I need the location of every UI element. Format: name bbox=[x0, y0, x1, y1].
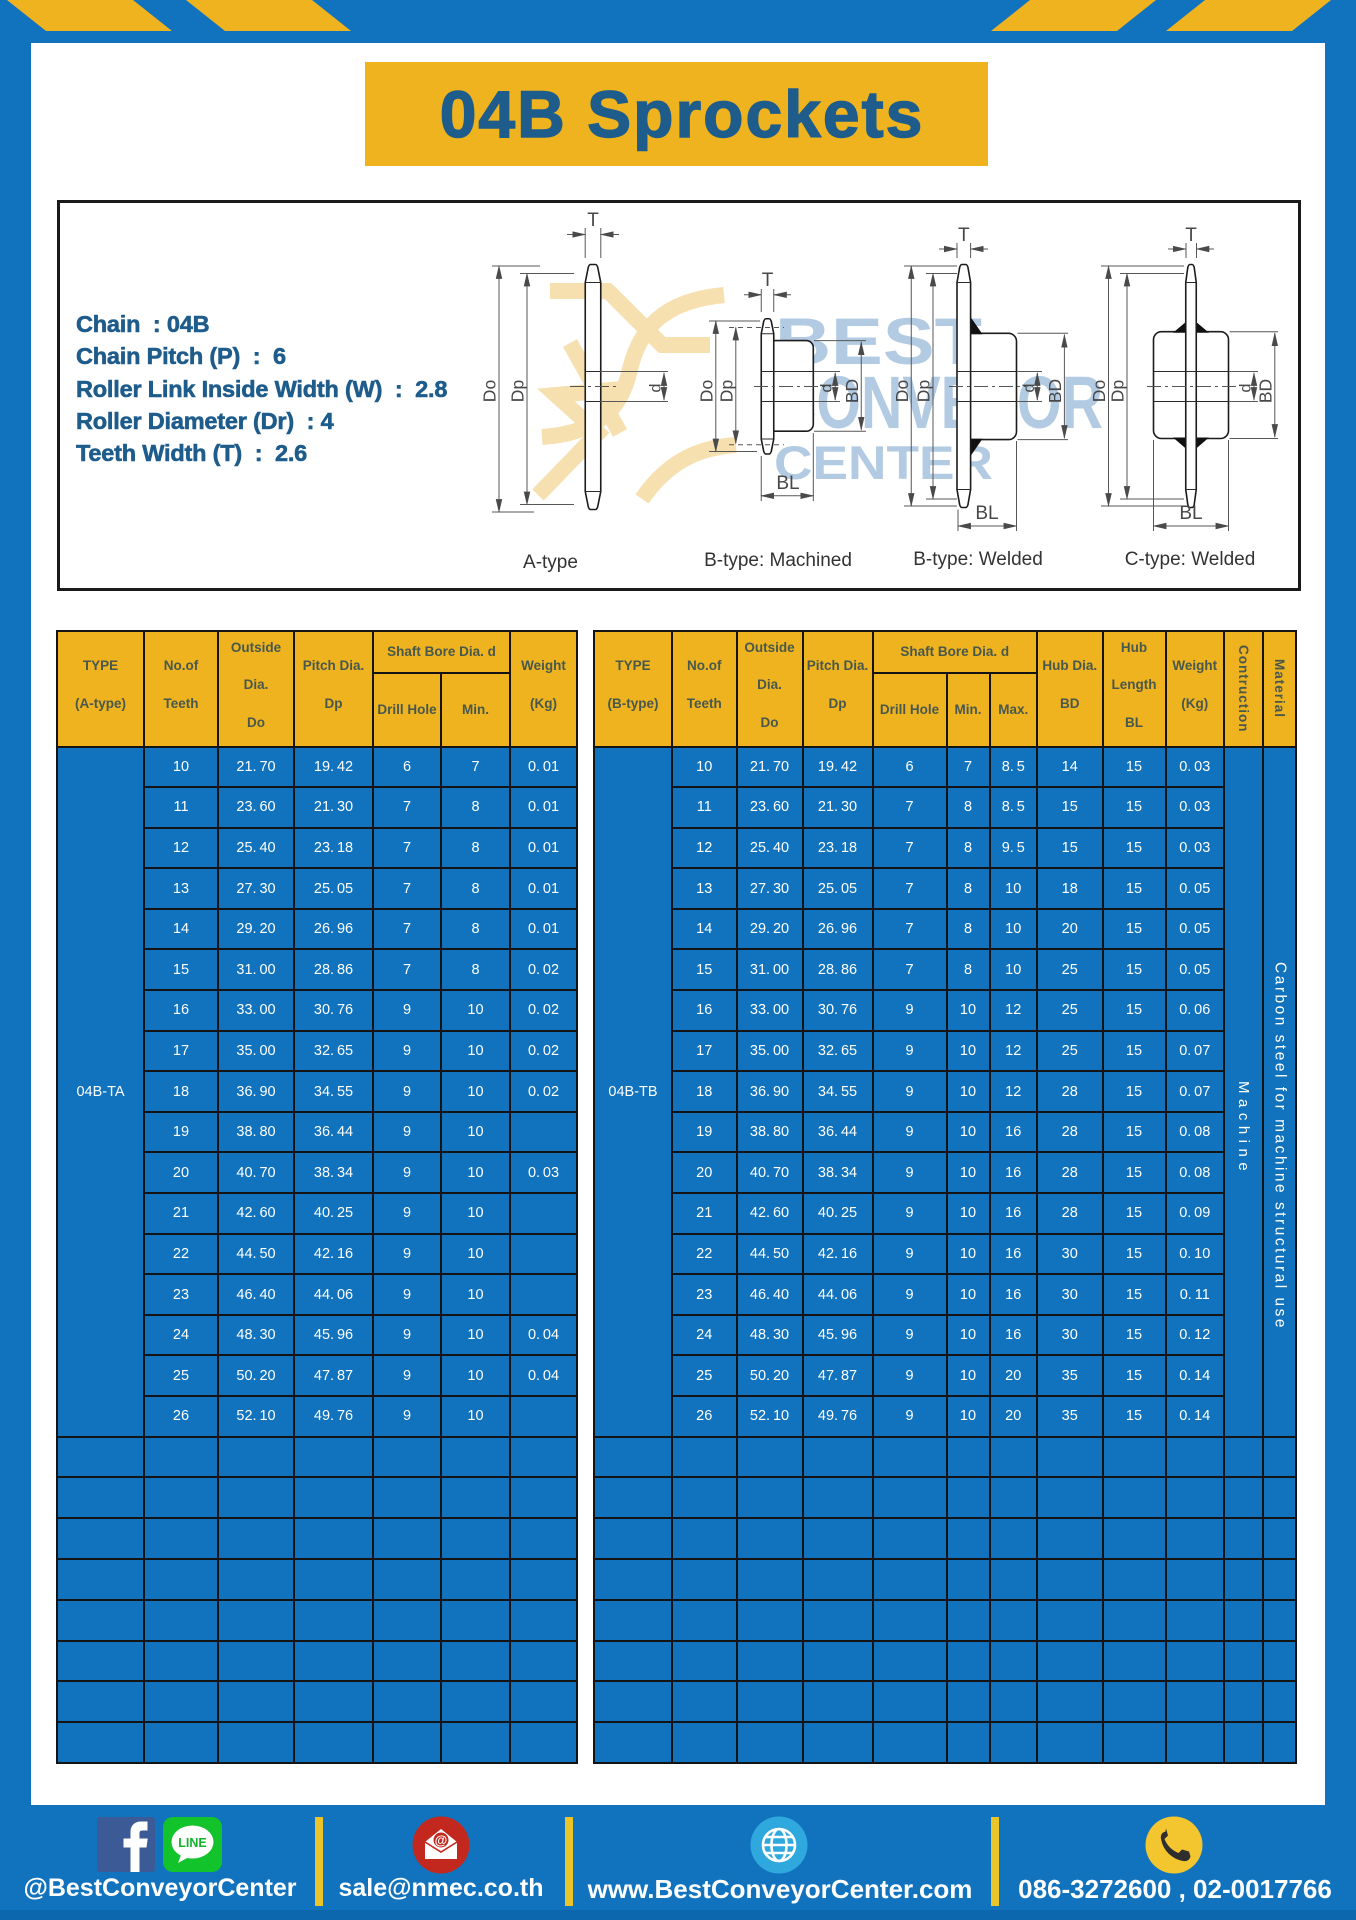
svg-text:B-type: Welded: B-type: Welded bbox=[913, 549, 1043, 570]
svg-text:Dp: Dp bbox=[1108, 380, 1128, 402]
svg-text:Do: Do bbox=[696, 380, 716, 402]
svg-text:BD: BD bbox=[1255, 379, 1275, 403]
svg-text:d: d bbox=[1021, 384, 1038, 393]
svg-text:d: d bbox=[1238, 384, 1255, 393]
svg-text:C-type: Welded: C-type: Welded bbox=[1125, 549, 1256, 570]
svg-text:Do: Do bbox=[892, 380, 912, 402]
svg-text:BD: BD bbox=[1045, 379, 1065, 403]
svg-text:BL: BL bbox=[776, 473, 799, 494]
svg-text:LINE: LINE bbox=[178, 1836, 206, 1850]
svg-text:T: T bbox=[958, 225, 970, 246]
svg-text:A-type: A-type bbox=[523, 552, 578, 573]
svg-text:Do: Do bbox=[1089, 380, 1109, 402]
svg-text:CONVEYOR: CONVEYOR bbox=[775, 361, 1103, 444]
svg-text:@: @ bbox=[435, 1833, 448, 1848]
svg-text:d: d bbox=[648, 384, 665, 393]
svg-text:Dp: Dp bbox=[914, 380, 934, 402]
svg-text:BL: BL bbox=[1179, 503, 1202, 524]
svg-text:T: T bbox=[762, 270, 774, 291]
svg-text:T: T bbox=[587, 210, 599, 231]
svg-text:Dp: Dp bbox=[716, 380, 736, 402]
svg-text:BL: BL bbox=[975, 503, 998, 524]
svg-text:Dp: Dp bbox=[508, 380, 528, 402]
svg-text:B-type: Machined: B-type: Machined bbox=[704, 550, 852, 571]
svg-text:Do: Do bbox=[480, 380, 500, 402]
svg-text:BD: BD bbox=[842, 379, 862, 403]
svg-text:T: T bbox=[1185, 225, 1197, 246]
svg-text:d: d bbox=[819, 384, 836, 393]
